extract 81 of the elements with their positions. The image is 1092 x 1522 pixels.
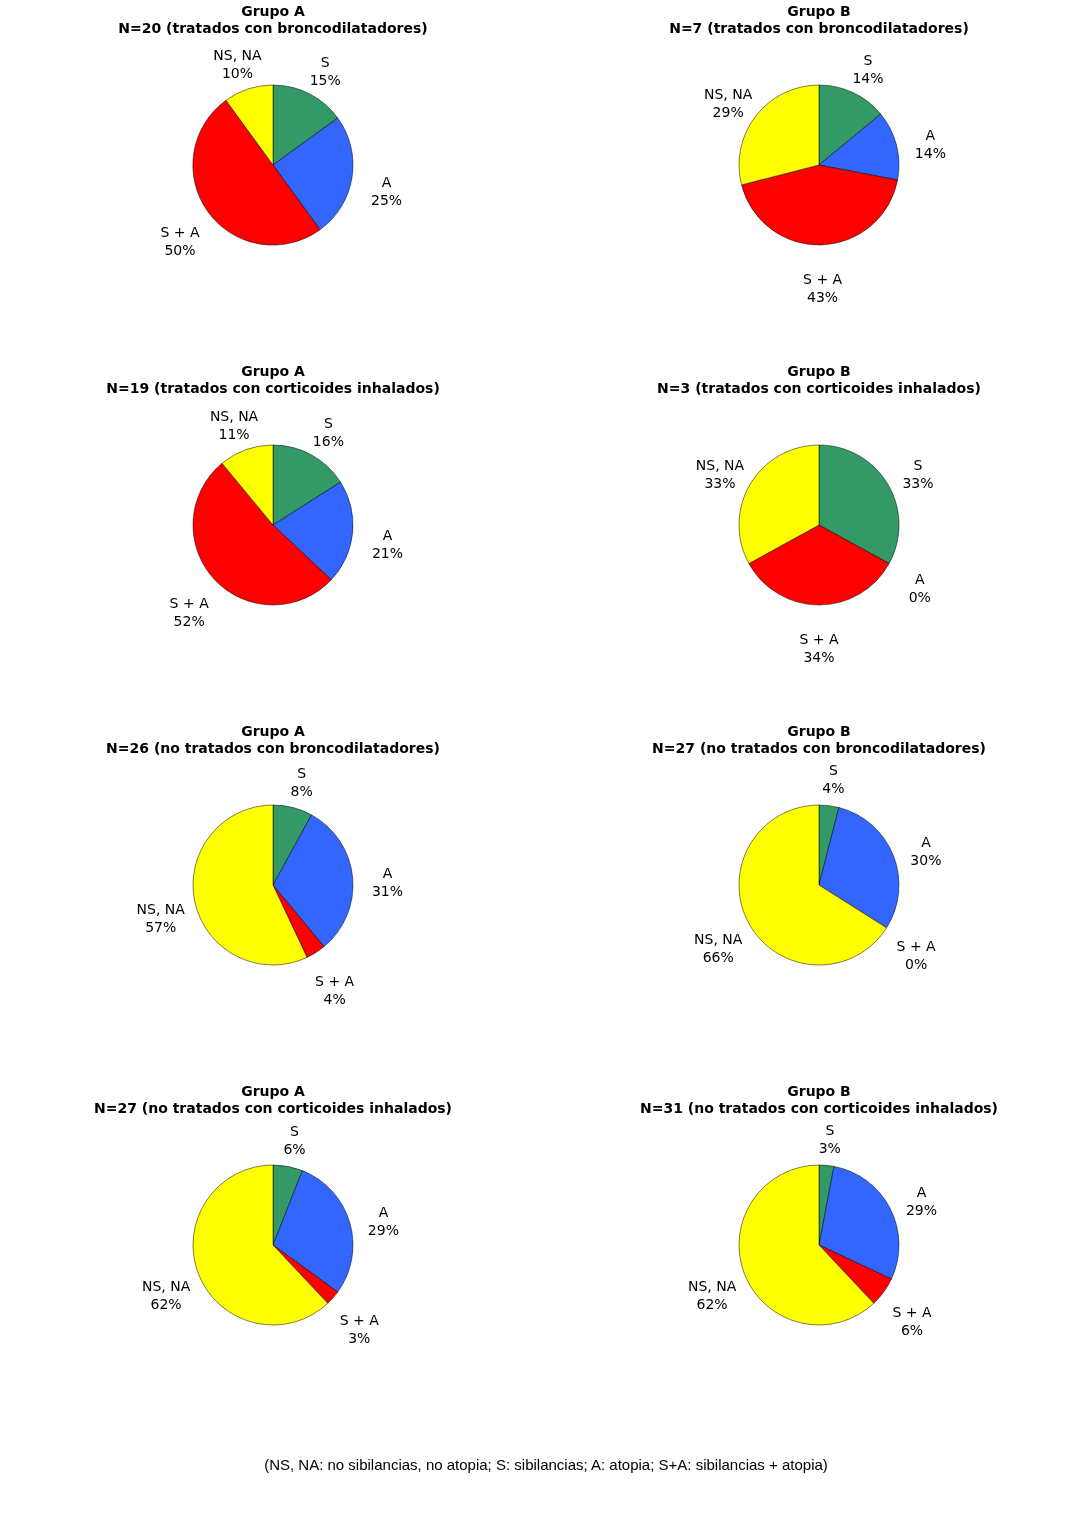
- slice-label: A: [925, 127, 936, 144]
- slice-label: S: [320, 53, 330, 70]
- slice-label: S + A: [799, 631, 839, 647]
- data-label: 4%: [323, 991, 346, 1008]
- data-label: 25%: [371, 191, 403, 208]
- data-label: 43%: [807, 288, 839, 305]
- slice-label: NS, NA: [209, 407, 259, 424]
- data-label: 3%: [818, 1139, 841, 1156]
- data-label: 34%: [803, 649, 835, 665]
- slice-label: NS, NA: [703, 85, 753, 102]
- slice-label: NS, NA: [141, 1278, 191, 1295]
- chart-title: Grupo B: [787, 1083, 851, 1099]
- data-label: 10%: [221, 64, 254, 81]
- slice-label: A: [382, 526, 393, 543]
- data-label: 14%: [914, 145, 946, 162]
- data-label: 3%: [348, 1330, 371, 1347]
- data-label: 66%: [702, 949, 734, 966]
- slice-label: S + A: [892, 1303, 932, 1320]
- slice-label: A: [378, 1203, 389, 1220]
- chart-title: Grupo B: [787, 3, 851, 19]
- chart-subtitle: N=19 (tratados con corticoides inhalados): [106, 380, 440, 396]
- data-label: 62%: [150, 1296, 182, 1313]
- text: (NS, NA: no sibilancias, no atopia; S: sibilancias; A: atopia; S+A: sibilancias + atopia): [263, 1456, 829, 1473]
- slice-label: A: [916, 1183, 927, 1200]
- data-label: 52%: [173, 612, 205, 629]
- slice-label: S + A: [315, 973, 355, 990]
- chart-subtitle: N=3 (tratados con corticoides inhalados): [657, 380, 981, 396]
- data-label: 21%: [371, 544, 404, 561]
- chart-subtitle: N=20 (tratados con broncodilatadores): [118, 20, 428, 36]
- slice-label: S + A: [169, 594, 210, 611]
- slice-label: S: [323, 415, 333, 432]
- data-label: 31%: [371, 883, 404, 900]
- slice-label: NS, NA: [687, 1278, 737, 1295]
- data-label: 15%: [309, 71, 341, 88]
- chart-title: Grupo A: [241, 1083, 306, 1099]
- slice-label: S + A: [803, 270, 843, 287]
- chart-subtitle: N=26 (no tratados con broncodilatadores): [106, 740, 440, 756]
- slice-label: A: [382, 865, 393, 882]
- chart-subtitle: N=31 (no tratados con corticoides inhalados): [640, 1100, 998, 1116]
- data-label: 57%: [145, 919, 177, 936]
- data-label: 29%: [367, 1221, 399, 1238]
- data-label: 6%: [900, 1321, 924, 1338]
- slice-label: NS, NA: [695, 457, 745, 474]
- slice-label: NS, NA: [694, 931, 743, 948]
- data-label: 29%: [712, 103, 744, 120]
- slice-label: A: [381, 173, 392, 190]
- chart-title: Grupo B: [787, 363, 851, 379]
- data-label: 14%: [852, 69, 884, 86]
- category-label: S + A: [896, 937, 936, 954]
- slice-label: S: [290, 1123, 300, 1140]
- chart-title: Grupo B: [787, 723, 851, 739]
- chart-title: Grupo A: [241, 3, 306, 19]
- slice-label: S: [297, 764, 307, 781]
- category-label: A: [914, 571, 925, 588]
- text: 0%: [904, 955, 928, 972]
- chart-subtitle: N=27 (no tratados con corticoides inhalados): [94, 1100, 452, 1116]
- slice-label: NS, NA: [213, 46, 263, 63]
- data-label: 62%: [696, 1296, 728, 1313]
- data-label: 33%: [902, 475, 934, 492]
- data-label: 50%: [164, 241, 196, 258]
- chart-title: Grupo A: [241, 363, 306, 379]
- slice-label: S: [913, 457, 923, 474]
- data-label: 6%: [283, 1141, 306, 1158]
- data-label: 11%: [218, 425, 250, 442]
- slice-label: S: [828, 761, 838, 778]
- data-label: 4%: [822, 779, 845, 796]
- data-label: 16%: [312, 433, 344, 450]
- text: 0%: [908, 589, 931, 606]
- slice-label: S + A: [339, 1312, 380, 1329]
- slice-label: S: [863, 51, 873, 68]
- data-label: 8%: [290, 782, 313, 799]
- slice-label: NS, NA: [136, 901, 186, 918]
- data-label: 30%: [910, 851, 942, 868]
- slice-label: A: [921, 833, 932, 850]
- data-label: 29%: [905, 1201, 938, 1218]
- chart-subtitle: N=27 (no tratados con broncodilatadores): [652, 740, 986, 756]
- data-label: 33%: [704, 475, 736, 492]
- slice-label: S + A: [160, 223, 200, 240]
- slice-label: S: [825, 1121, 835, 1138]
- chart-subtitle: N=7 (tratados con broncodilatadores): [669, 20, 969, 36]
- chart-title: Grupo A: [241, 723, 306, 739]
